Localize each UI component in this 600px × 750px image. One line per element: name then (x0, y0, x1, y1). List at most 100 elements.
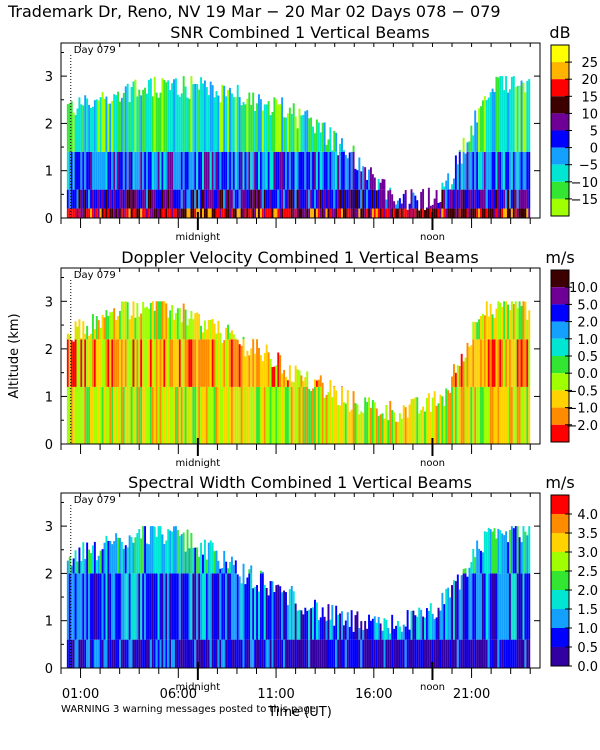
data-cell (495, 151, 498, 190)
data-cell (508, 573, 511, 640)
data-cell (147, 189, 150, 209)
data-cell (348, 639, 351, 668)
data-cell (240, 151, 243, 190)
data-cell (487, 527, 490, 574)
data-cell (317, 122, 320, 152)
data-cell (188, 339, 191, 387)
data-cell (178, 208, 181, 218)
data-cell (397, 208, 399, 218)
data-cell (265, 386, 268, 444)
data-cell (202, 386, 204, 444)
data-cell (487, 97, 490, 152)
data-cell (105, 386, 108, 444)
data-cell (526, 208, 529, 218)
data-cell (88, 104, 91, 152)
data-cell (192, 639, 195, 668)
data-cell (474, 339, 477, 387)
data-cell (431, 639, 434, 668)
data-cell (113, 189, 116, 209)
data-cell (107, 189, 110, 209)
data-field (66, 301, 531, 444)
data-cell (174, 639, 177, 668)
data-cell (72, 112, 75, 152)
data-cell (387, 420, 390, 444)
data-cell (142, 89, 145, 152)
colorbar-segment (551, 96, 569, 114)
data-cell (319, 208, 322, 218)
data-cell (261, 386, 264, 444)
data-cell (412, 208, 415, 218)
data-cell (481, 313, 484, 340)
data-cell (337, 155, 340, 190)
data-cell (371, 174, 374, 190)
data-field (66, 76, 531, 218)
data-cell (258, 94, 260, 152)
data-cell (97, 573, 100, 640)
data-cell (225, 327, 228, 340)
data-cell (304, 377, 307, 387)
data-cell (186, 151, 189, 190)
data-cell (198, 556, 201, 574)
data-cell (105, 208, 108, 218)
data-cell (88, 573, 91, 640)
data-cell (109, 208, 112, 218)
data-cell (512, 208, 515, 218)
data-cell (366, 401, 369, 444)
data-cell (99, 550, 102, 574)
data-cell (186, 386, 189, 444)
data-cell (101, 549, 104, 574)
data-cell (358, 628, 361, 640)
data-cell (184, 189, 187, 209)
data-cell (155, 339, 158, 387)
data-cell (111, 189, 114, 209)
data-cell (410, 208, 413, 218)
data-cell (118, 537, 121, 574)
data-cell (213, 386, 216, 444)
data-cell (198, 573, 201, 640)
data-cell (265, 344, 268, 387)
data-cell (182, 151, 185, 190)
data-cell (242, 151, 245, 190)
data-cell (128, 189, 131, 209)
data-cell (456, 386, 459, 444)
data-cell (514, 151, 517, 190)
data-cell (315, 380, 318, 387)
data-cell (159, 573, 162, 640)
data-cell (232, 97, 235, 152)
data-cell (456, 189, 459, 209)
data-cell (275, 151, 278, 190)
data-cell (481, 552, 484, 574)
data-cell (337, 404, 340, 444)
data-cell (462, 573, 465, 640)
data-cell (522, 573, 525, 640)
data-cell (480, 106, 482, 152)
data-cell (520, 189, 523, 209)
data-cell (474, 151, 477, 190)
data-cell (78, 97, 81, 152)
data-cell (352, 639, 355, 668)
data-cell (215, 151, 218, 190)
data-cell (422, 188, 425, 190)
data-cell (412, 192, 415, 209)
data-cell (350, 151, 353, 190)
data-cell (487, 151, 490, 190)
data-cell (117, 189, 119, 209)
data-cell (252, 338, 255, 340)
data-cell (265, 151, 268, 190)
data-cell (383, 618, 386, 640)
data-cell (481, 100, 484, 152)
colorbar-segment (551, 533, 569, 552)
data-cell (147, 544, 150, 574)
data-cell (346, 612, 349, 640)
data-cell (300, 375, 303, 387)
data-cell (217, 560, 220, 574)
data-cell (182, 639, 185, 668)
data-cell (138, 89, 141, 152)
data-cell (248, 573, 251, 640)
data-cell (213, 189, 216, 209)
data-cell (91, 339, 94, 387)
data-cell (72, 151, 75, 190)
data-cell (248, 386, 251, 444)
data-cell (375, 639, 378, 668)
data-cell (379, 208, 382, 218)
